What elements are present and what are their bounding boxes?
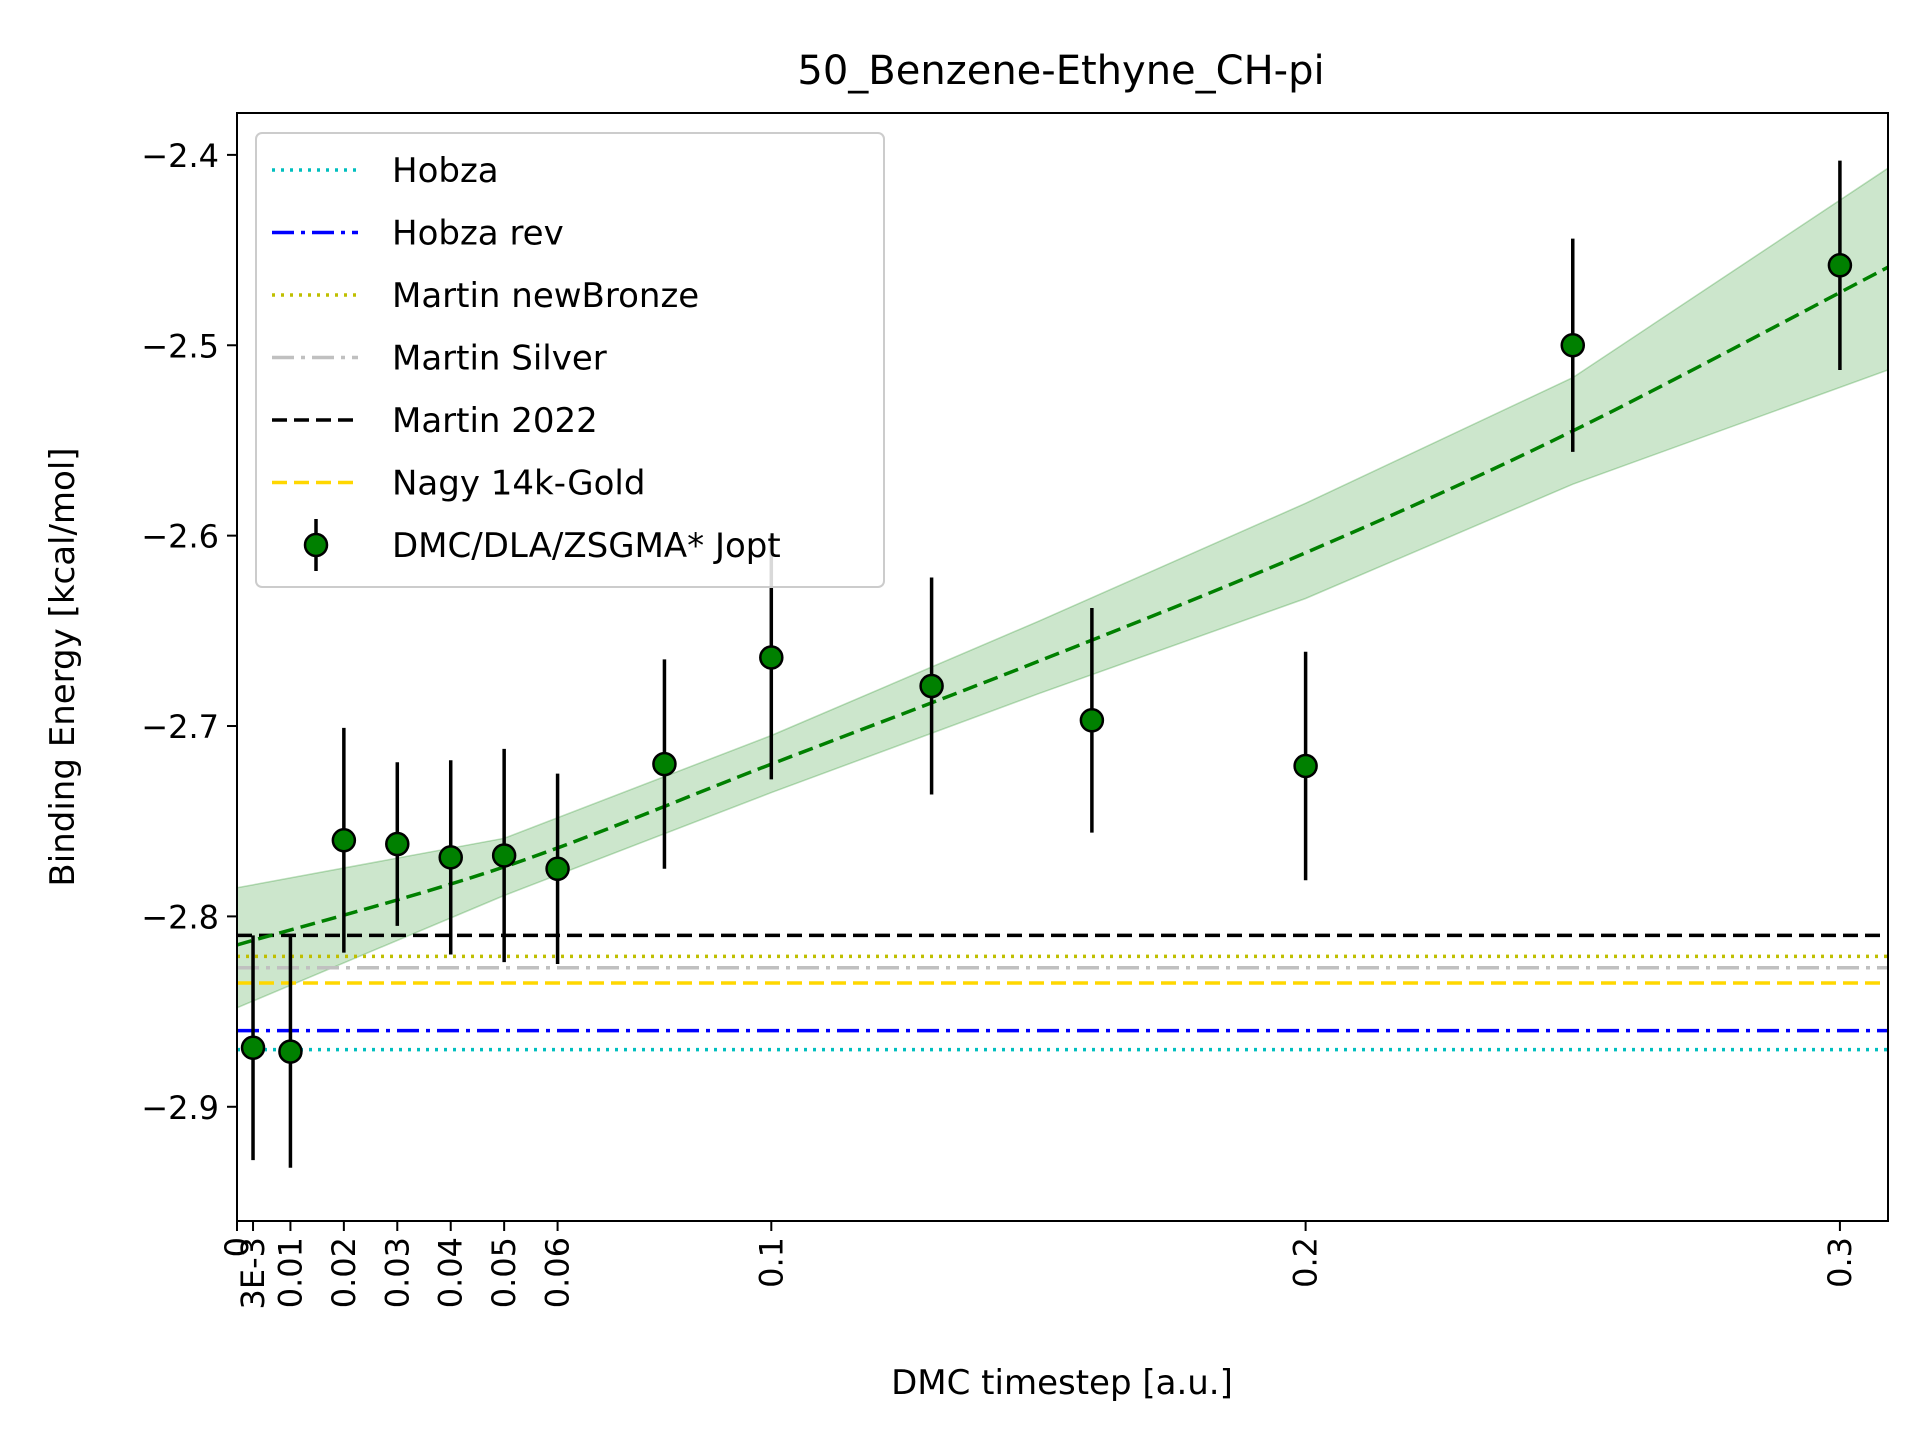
x-tick-label-9: 0.2 (1287, 1237, 1325, 1288)
data-point-13 (1827, 253, 1853, 278)
fit-confidence-band (237, 167, 1888, 1009)
chart-title: 50_Benzene-Ethyne_CH-pi (797, 48, 1324, 94)
legend-label-1: Hobza rev (392, 214, 564, 254)
data-point-8 (759, 645, 784, 670)
x-tick-label-7: 0.06 (539, 1237, 577, 1308)
x-tick-label-1: 3E-3 (234, 1237, 272, 1309)
data-point-9 (919, 673, 944, 699)
data-point-3 (385, 831, 410, 857)
data-point-6 (545, 856, 570, 882)
legend-box (255, 132, 885, 588)
legend-label-0: Hobza (392, 151, 499, 191)
x-tick-label-10: 0.3 (1821, 1237, 1859, 1288)
plot-area (237, 160, 1888, 1168)
x-tick-label-6: 0.05 (485, 1237, 523, 1308)
data-point-1 (278, 1039, 303, 1064)
data-point-12 (1560, 333, 1586, 358)
x-tick-label-3: 0.02 (325, 1237, 363, 1308)
y-tick-label-2: −2.7 (141, 708, 219, 746)
legend: Hobza Hobza rev Martin newBronze Martin Sil… (255, 132, 885, 588)
data-point-0 (240, 1035, 266, 1061)
data-point-5 (491, 843, 517, 868)
data-point-4 (438, 845, 463, 870)
y-tick-label-4: −2.5 (141, 327, 219, 365)
legend-swatch-point (303, 532, 329, 558)
data-point-11 (1293, 753, 1318, 779)
legend-label-series: DMC/DLA/ZSGMA* Jopt (392, 526, 781, 566)
y-tick-label-1: −2.8 (141, 898, 219, 936)
x-tick-label-8: 0.1 (752, 1237, 790, 1288)
y-tick-label-5: −2.4 (141, 137, 219, 175)
y-tick-label-3: −2.6 (141, 518, 219, 556)
x-tick-label-0: 0 (218, 1237, 256, 1257)
data-point-2 (331, 827, 357, 853)
data-point-7 (652, 751, 677, 777)
data-point-10 (1079, 708, 1105, 733)
legend-label-2: Martin newBronze (392, 276, 699, 316)
x-tick-label-2: 0.01 (271, 1237, 309, 1308)
legend-label-5: Nagy 14k-Gold (392, 464, 645, 504)
legend-label-4: Martin 2022 (392, 401, 598, 441)
x-tick-label-5: 0.04 (432, 1237, 470, 1308)
legend-label-3: Martin Silver (392, 339, 607, 379)
axes-frame (236, 112, 1889, 1222)
axis-ticks: −2.9 −2.8 −2.7 −2.6 −2.5 −2.4 03E-3 0.01 0.02 0.0… (141, 137, 1859, 1310)
y-axis-label: Binding Energy [kcal/mol] (43, 447, 83, 886)
x-tick-label-4: 0.03 (378, 1237, 416, 1308)
y-tick-label-0: −2.9 (141, 1089, 219, 1127)
x-axis-label: DMC timestep [a.u.] (891, 1363, 1233, 1403)
